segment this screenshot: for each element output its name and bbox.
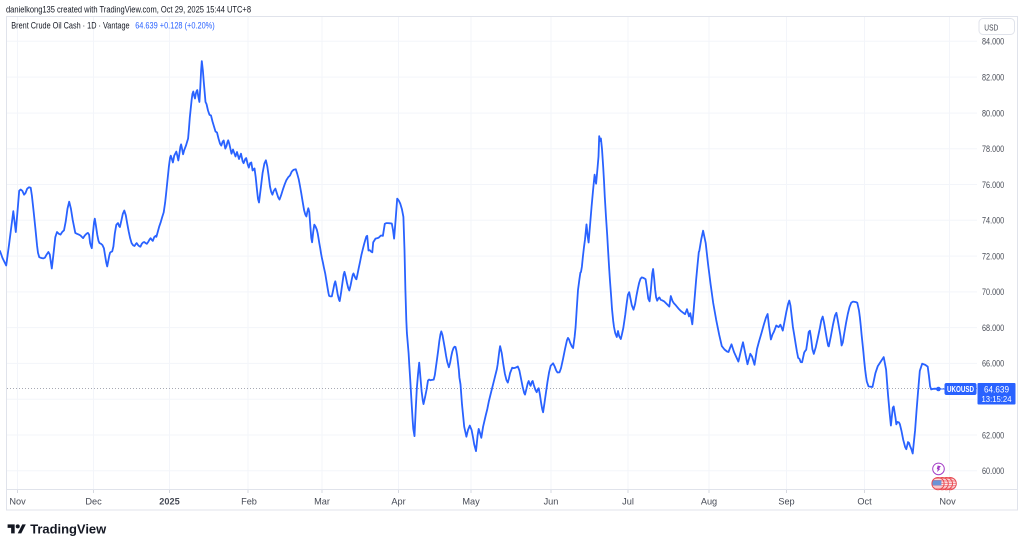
svg-text:70.000: 70.000	[982, 287, 1004, 298]
svg-text:Apr: Apr	[391, 497, 405, 507]
svg-text:Mar: Mar	[314, 497, 330, 507]
svg-text:13:15:24: 13:15:24	[982, 394, 1012, 404]
svg-text:Jun: Jun	[544, 497, 559, 507]
svg-text:78.000: 78.000	[982, 144, 1004, 155]
svg-text:May: May	[462, 497, 480, 507]
svg-text:82.000: 82.000	[982, 72, 1004, 83]
svg-text:danielkong135 created with Tra: danielkong135 created with TradingView.c…	[6, 5, 251, 15]
svg-text:Brent Crude Oil Cash · 1D · Va: Brent Crude Oil Cash · 1D · Vantage	[11, 21, 129, 32]
svg-text:Feb: Feb	[241, 497, 257, 507]
svg-text:UKOUSD: UKOUSD	[947, 384, 974, 394]
svg-text:62.000: 62.000	[982, 430, 1004, 441]
svg-text:Sep: Sep	[778, 497, 794, 507]
svg-text:66.000: 66.000	[982, 359, 1004, 370]
svg-text:64.639: 64.639	[984, 384, 1009, 394]
svg-text:64.639 +0.128 (+0.20%): 64.639 +0.128 (+0.20%)	[135, 21, 215, 32]
svg-text:TradingView: TradingView	[30, 522, 107, 537]
svg-text:Dec: Dec	[85, 497, 102, 507]
svg-text:Jul: Jul	[622, 497, 634, 507]
svg-text:76.000: 76.000	[982, 180, 1004, 191]
svg-text:80.000: 80.000	[982, 108, 1004, 119]
svg-text:2025: 2025	[159, 497, 179, 507]
svg-text:USD: USD	[984, 23, 998, 33]
svg-text:Nov: Nov	[939, 497, 956, 507]
svg-text:74.000: 74.000	[982, 216, 1004, 227]
svg-text:Nov: Nov	[9, 497, 26, 507]
svg-text:84.000: 84.000	[982, 37, 1004, 48]
svg-text:72.000: 72.000	[982, 251, 1004, 262]
svg-text:Aug: Aug	[701, 497, 717, 507]
svg-text:Oct: Oct	[857, 497, 872, 507]
svg-text:60.000: 60.000	[982, 466, 1004, 477]
svg-text:68.000: 68.000	[982, 323, 1004, 334]
